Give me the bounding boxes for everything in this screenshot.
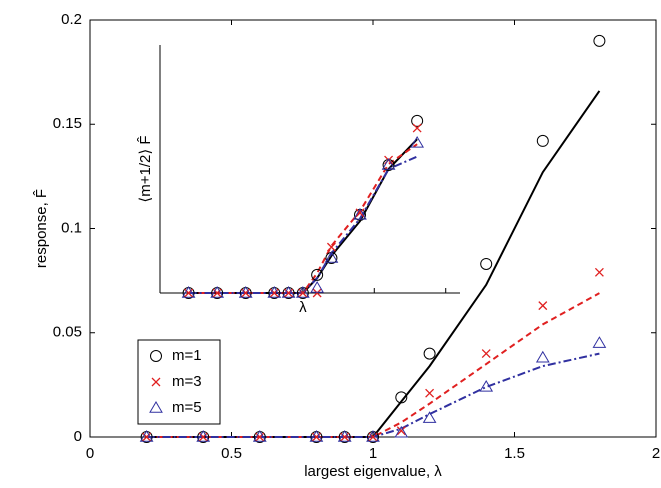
y-tick-label: 0.1 <box>61 219 82 236</box>
data-point <box>396 426 406 436</box>
data-point <box>212 288 222 298</box>
data-point <box>324 251 339 263</box>
data-point <box>298 288 308 298</box>
data-point <box>423 347 436 360</box>
data-point <box>139 430 154 442</box>
fit-line <box>146 292 600 438</box>
data-point <box>593 34 606 47</box>
data-point <box>142 432 152 442</box>
legend-label: m=5 <box>172 399 202 416</box>
data-point <box>353 207 367 220</box>
x-tick-label: 1 <box>369 445 377 462</box>
y-tick-label: 0.05 <box>53 324 82 341</box>
fit-line <box>188 138 418 294</box>
data-point <box>479 379 494 392</box>
data-point <box>309 430 324 442</box>
data-point <box>311 268 324 281</box>
data-point <box>337 430 352 442</box>
y-tick-label: 0.15 <box>53 115 82 132</box>
y-tick-label: 0.2 <box>61 11 82 28</box>
x-axis-label: largest eigenvalue, λ <box>304 463 442 480</box>
data-point <box>366 430 380 442</box>
data-point <box>311 432 321 442</box>
data-point <box>181 286 196 298</box>
y-tick-label: 0 <box>74 428 82 445</box>
data-point <box>368 432 378 442</box>
data-point <box>238 286 253 298</box>
data-point <box>184 288 194 298</box>
data-point <box>422 411 437 423</box>
data-point <box>252 430 267 442</box>
data-point <box>267 286 282 298</box>
data-point <box>210 286 225 298</box>
legend-marker <box>150 350 162 362</box>
legend-label: m=3 <box>172 373 202 390</box>
data-point <box>255 432 265 442</box>
legend-marker <box>149 401 163 413</box>
data-point <box>411 114 424 127</box>
data-point <box>395 391 408 404</box>
data-point <box>241 288 251 298</box>
data-point <box>535 350 550 363</box>
x-tick-label: 2 <box>652 445 660 462</box>
x-axis-label: λ <box>299 299 307 316</box>
data-point <box>281 286 296 298</box>
x-tick-label: 0 <box>86 445 94 462</box>
legend-marker <box>151 377 161 387</box>
data-point <box>198 432 208 442</box>
data-point <box>312 288 322 298</box>
data-point <box>326 242 336 252</box>
legend-label: m=1 <box>172 347 202 364</box>
data-point <box>355 208 365 218</box>
data-point <box>594 267 604 277</box>
fit-line <box>188 155 418 294</box>
data-point <box>196 430 211 442</box>
data-point <box>538 301 548 311</box>
data-point <box>394 425 409 438</box>
x-tick-label: 1.5 <box>504 445 525 462</box>
data-point <box>481 349 491 359</box>
data-point <box>269 288 279 298</box>
data-point <box>381 158 396 170</box>
data-point <box>295 286 310 298</box>
y-axis-label: ⟨m+1/2⟩ F̂ <box>136 135 153 202</box>
data-point <box>310 281 325 293</box>
data-point <box>340 432 350 442</box>
data-point <box>412 123 422 133</box>
y-axis-label: response, F̂ <box>32 189 49 268</box>
data-point <box>592 336 607 348</box>
data-point <box>425 388 435 398</box>
x-tick-label: 0.5 <box>221 445 242 462</box>
data-point <box>284 288 294 298</box>
data-point <box>536 134 549 147</box>
data-point <box>410 135 425 148</box>
data-point <box>480 257 493 270</box>
